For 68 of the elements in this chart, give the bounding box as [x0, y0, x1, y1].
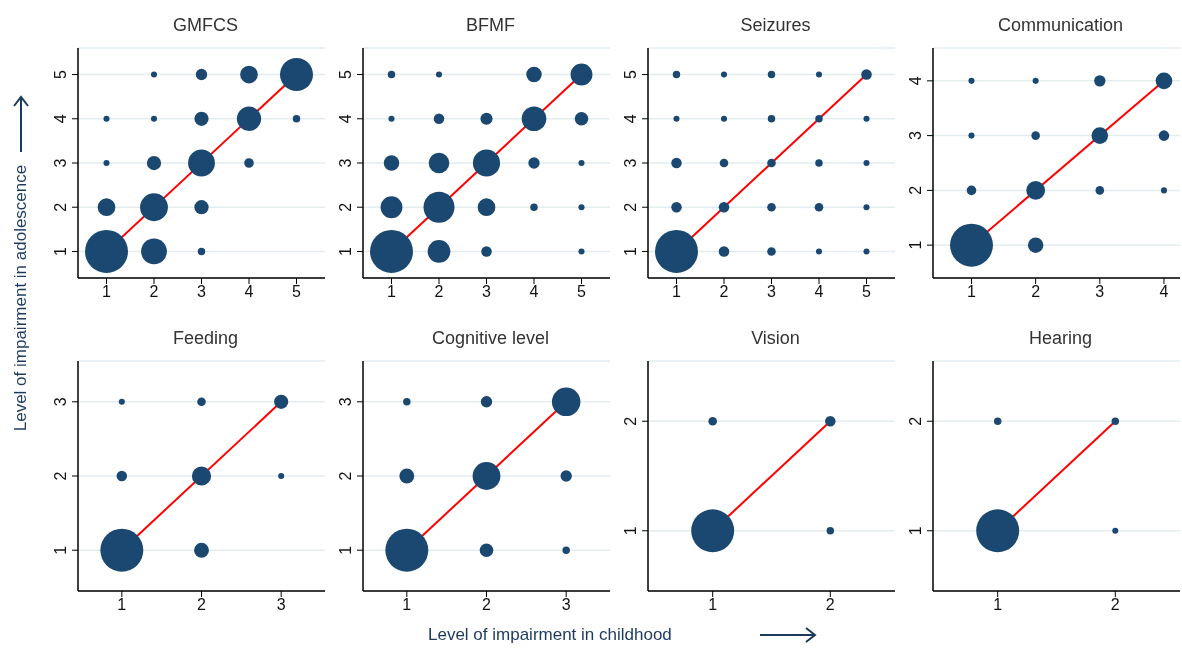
- y-tick-label: 3: [52, 397, 69, 407]
- x-tick-label: 5: [862, 283, 872, 301]
- chart-title: Vision: [750, 327, 801, 350]
- y-tick-label: 3: [337, 397, 354, 407]
- x-axis-title: Level of impairment in childhood: [428, 625, 672, 645]
- x-tick-label: 2: [719, 283, 729, 301]
- y-tick-label: 3: [52, 158, 69, 168]
- x-tick-label: 1: [967, 283, 977, 301]
- x-tick-label: 3: [1095, 283, 1105, 301]
- chart-title: Feeding: [171, 327, 240, 350]
- chart-title: Cognitive level: [430, 327, 551, 350]
- y-tick-label: 4: [337, 114, 354, 124]
- y-tick-label: 5: [337, 69, 354, 79]
- chart-title: GMFCS: [172, 14, 239, 37]
- y-tick-label: 1: [622, 526, 639, 536]
- y-tick-label: 2: [337, 202, 354, 212]
- x-tick-label: 4: [244, 283, 254, 301]
- y-tick-label: 2: [337, 471, 354, 481]
- x-tick-label: 4: [1159, 283, 1169, 301]
- x-tick-label: 2: [434, 283, 444, 301]
- x-tick-label: 3: [767, 283, 777, 301]
- y-tick-label: 2: [622, 416, 639, 426]
- y-tick-label: 1: [907, 240, 924, 250]
- x-tick-label: 4: [529, 283, 539, 301]
- y-tick-label: 3: [907, 131, 924, 141]
- y-tick-label: 2: [907, 185, 924, 195]
- y-tick-label: 1: [52, 545, 69, 555]
- x-tick-label: 3: [276, 596, 286, 614]
- x-tick-label: 5: [292, 283, 302, 301]
- y-axis-title: Level of impairment in adolescence: [11, 164, 31, 432]
- y-tick-label: 1: [622, 246, 639, 256]
- x-tick-label: 1: [708, 596, 718, 614]
- x-tick-label: 4: [814, 283, 824, 301]
- x-tick-label: 2: [149, 283, 159, 301]
- chart-title: Communication: [996, 14, 1125, 37]
- y-tick-label: 5: [52, 69, 69, 79]
- x-tick-label: 2: [825, 596, 835, 614]
- x-tick-label: 1: [402, 596, 412, 614]
- x-tick-label: 3: [561, 596, 571, 614]
- chart-title: Seizures: [739, 14, 812, 37]
- y-tick-label: 4: [907, 76, 924, 86]
- y-tick-label: 1: [907, 526, 924, 536]
- y-tick-label: 2: [907, 416, 924, 426]
- x-tick-label: 1: [387, 283, 397, 301]
- x-tick-label: 5: [577, 283, 587, 301]
- x-tick-label: 3: [482, 283, 492, 301]
- y-tick-label: 2: [622, 202, 639, 212]
- y-tick-label: 4: [622, 114, 639, 124]
- x-tick-label: 2: [197, 596, 207, 614]
- x-tick-label: 2: [482, 596, 492, 614]
- y-tick-label: 1: [337, 545, 354, 555]
- y-tick-label: 2: [52, 202, 69, 212]
- y-tick-label: 4: [52, 114, 69, 124]
- chart-title: Hearing: [1027, 327, 1093, 350]
- y-tick-label: 1: [52, 246, 69, 256]
- y-tick-label: 3: [622, 158, 639, 168]
- x-tick-label: 2: [1031, 283, 1041, 301]
- chart-title: BFMF: [465, 14, 516, 37]
- x-tick-label: 1: [117, 596, 127, 614]
- y-tick-label: 3: [337, 158, 354, 168]
- x-tick-label: 1: [672, 283, 682, 301]
- x-tick-label: 1: [993, 596, 1003, 614]
- x-tick-label: 2: [1110, 596, 1120, 614]
- y-tick-label: 1: [337, 246, 354, 256]
- x-tick-label: 1: [102, 283, 112, 301]
- y-tick-label: 2: [52, 471, 69, 481]
- x-tick-label: 3: [197, 283, 207, 301]
- y-tick-label: 5: [622, 69, 639, 79]
